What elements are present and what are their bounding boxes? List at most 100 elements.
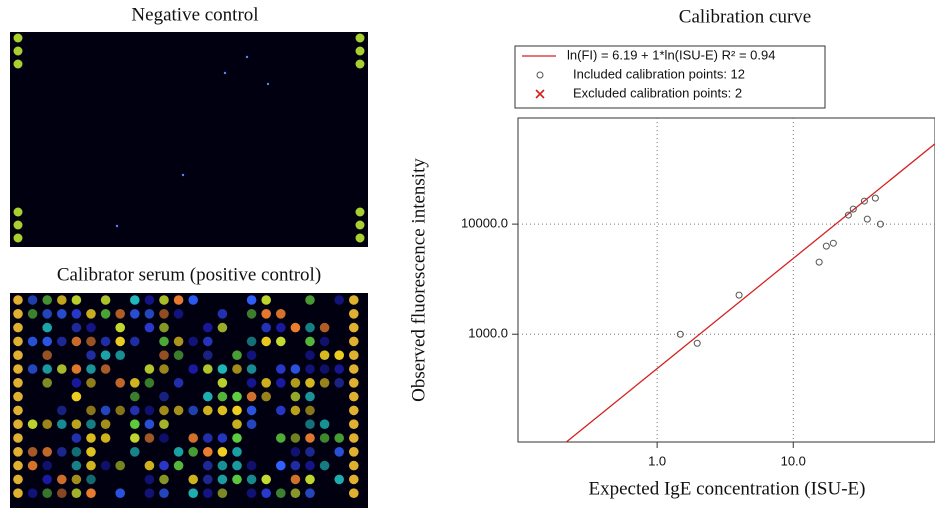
spot bbox=[246, 419, 257, 430]
spot bbox=[203, 433, 213, 443]
chart-title: Calibration curve bbox=[679, 6, 811, 27]
spot bbox=[355, 207, 365, 217]
spot bbox=[245, 55, 249, 59]
spot bbox=[159, 391, 169, 402]
spot bbox=[115, 460, 125, 471]
spot bbox=[13, 207, 23, 217]
spot bbox=[13, 33, 23, 43]
spot bbox=[100, 460, 111, 471]
spot bbox=[13, 391, 23, 402]
spot bbox=[100, 433, 111, 443]
spot bbox=[42, 364, 52, 374]
spot bbox=[305, 391, 315, 402]
spot bbox=[173, 350, 184, 361]
spot bbox=[27, 336, 38, 347]
spot bbox=[71, 322, 82, 333]
point bbox=[863, 215, 871, 223]
spot bbox=[100, 295, 111, 305]
spot bbox=[246, 405, 257, 416]
legend-label: Included calibration points: 12 bbox=[573, 66, 745, 81]
spot bbox=[305, 322, 315, 333]
spot bbox=[100, 336, 111, 347]
spot bbox=[159, 322, 169, 333]
spot bbox=[144, 460, 155, 471]
spot bbox=[290, 364, 301, 374]
spot bbox=[246, 378, 257, 388]
spot bbox=[261, 309, 272, 319]
spot bbox=[13, 220, 23, 230]
spot bbox=[290, 433, 301, 443]
spot bbox=[100, 419, 111, 430]
spot bbox=[13, 447, 23, 457]
spot bbox=[71, 364, 82, 374]
point bbox=[735, 291, 743, 299]
spot bbox=[217, 364, 228, 374]
spot bbox=[86, 350, 96, 361]
spot bbox=[246, 336, 257, 347]
spot bbox=[130, 391, 140, 402]
spot bbox=[159, 433, 169, 443]
spot bbox=[173, 460, 184, 471]
y-tick-label: 10000.0 bbox=[461, 216, 508, 231]
spot bbox=[27, 364, 38, 374]
spot bbox=[217, 474, 228, 485]
point bbox=[849, 205, 857, 213]
spot bbox=[246, 350, 257, 361]
spot bbox=[57, 309, 67, 319]
spot bbox=[319, 378, 330, 388]
spot bbox=[349, 447, 359, 457]
spot bbox=[305, 460, 315, 471]
spot bbox=[13, 378, 23, 388]
spot bbox=[13, 433, 23, 443]
fit-line bbox=[565, 143, 935, 442]
spot bbox=[159, 488, 169, 499]
spot bbox=[188, 336, 198, 347]
spot bbox=[71, 488, 82, 499]
spot bbox=[217, 405, 228, 416]
spot bbox=[159, 474, 169, 485]
spot bbox=[223, 71, 227, 75]
spot bbox=[203, 322, 213, 333]
spot bbox=[130, 309, 140, 319]
spot bbox=[290, 391, 301, 402]
spot bbox=[13, 474, 23, 485]
spot bbox=[334, 364, 345, 374]
spot bbox=[203, 336, 213, 347]
spot bbox=[42, 322, 52, 333]
spot bbox=[159, 405, 169, 416]
point bbox=[860, 197, 868, 205]
spot bbox=[188, 405, 198, 416]
spot bbox=[276, 378, 286, 388]
spot bbox=[334, 350, 345, 361]
spot bbox=[86, 488, 96, 499]
spot bbox=[86, 419, 96, 430]
spot bbox=[181, 173, 185, 177]
spot bbox=[217, 488, 228, 499]
spot bbox=[305, 433, 315, 443]
spot bbox=[71, 295, 82, 305]
spot bbox=[276, 322, 286, 333]
spot bbox=[130, 447, 140, 457]
plot-frame bbox=[517, 117, 935, 443]
legend-swatch bbox=[535, 89, 545, 99]
spot bbox=[130, 378, 140, 388]
spot bbox=[144, 405, 155, 416]
spot bbox=[266, 82, 270, 86]
spot bbox=[276, 309, 286, 319]
spot bbox=[144, 488, 155, 499]
spot bbox=[290, 488, 301, 499]
spot bbox=[173, 447, 184, 457]
spot bbox=[203, 488, 213, 499]
spot bbox=[144, 322, 155, 333]
point bbox=[822, 242, 830, 250]
spot bbox=[71, 433, 82, 443]
x-tick-label: 1.0 bbox=[648, 453, 666, 468]
spot bbox=[349, 295, 359, 305]
spot bbox=[27, 447, 38, 457]
spot bbox=[71, 419, 82, 430]
spot bbox=[71, 391, 82, 402]
spot bbox=[144, 474, 155, 485]
spot bbox=[57, 405, 67, 416]
spot bbox=[115, 336, 125, 347]
spot bbox=[319, 419, 330, 430]
